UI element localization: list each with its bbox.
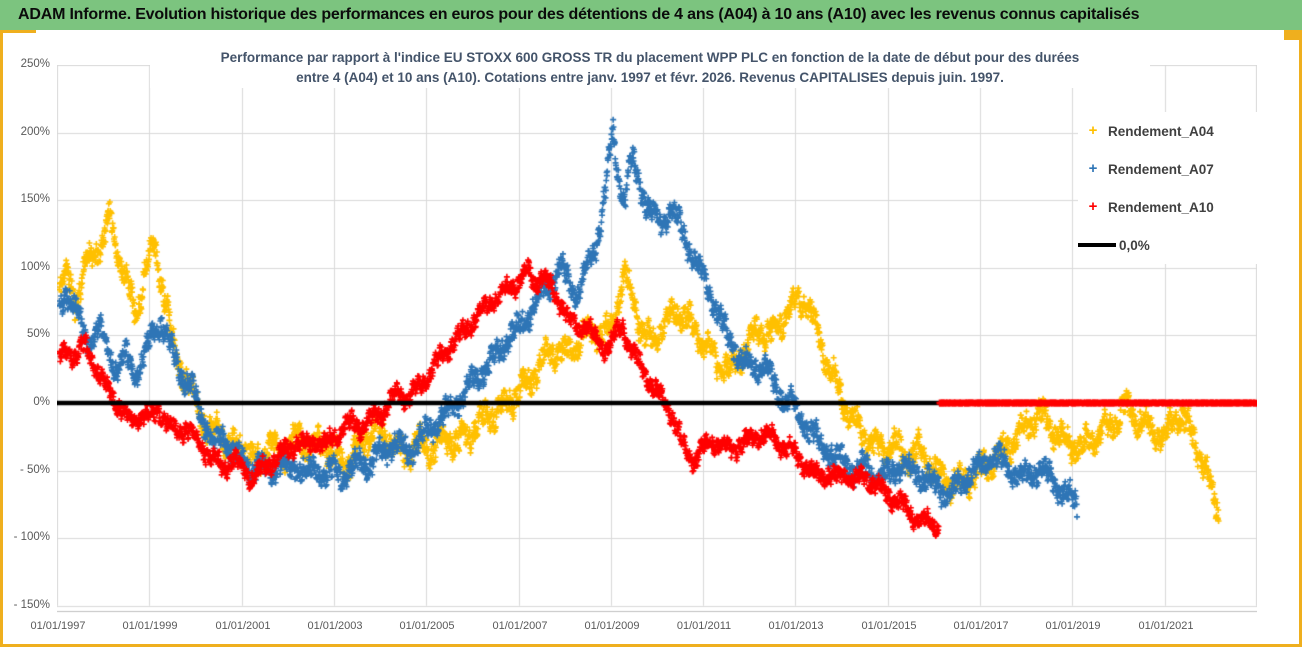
- y-tick-label: 150%: [20, 193, 50, 205]
- legend-item-zero-line: 0,0%: [1078, 226, 1262, 264]
- legend-item-rendement-a07: + Rendement_A07: [1078, 150, 1262, 188]
- x-tick-label: 01/01/2013: [768, 620, 824, 632]
- legend-label: Rendement_A04: [1108, 123, 1214, 139]
- x-tick-label: 01/01/2017: [953, 620, 1009, 632]
- page-title: ADAM Informe. Evolution historique des p…: [18, 6, 1140, 23]
- chart-title-line2: entre 4 (A04) et 10 ans (A10). Cotations…: [296, 70, 1004, 85]
- plus-marker-icon: +: [1088, 198, 1098, 215]
- x-tick-label: 01/01/2003: [307, 620, 363, 632]
- frame-border-notch-right: [1284, 30, 1299, 40]
- legend-item-rendement-a10: + Rendement_A10: [1078, 188, 1262, 226]
- y-tick-label: 250%: [20, 58, 50, 70]
- y-tick-label: 200%: [20, 126, 50, 138]
- plus-marker-icon: +: [1088, 160, 1098, 177]
- frame-border-notch-left: [0, 30, 36, 33]
- legend-label: Rendement_A07: [1108, 161, 1214, 177]
- app-header: ADAM Informe. Evolution historique des p…: [0, 0, 1302, 30]
- x-tick-label: 01/01/2009: [584, 620, 640, 632]
- zero-line-marker-icon: [1078, 243, 1116, 247]
- x-tick-label: 01/01/2021: [1138, 620, 1194, 632]
- chart-title-line1: Performance par rapport à l'indice EU ST…: [220, 50, 1080, 65]
- x-tick-label: 01/01/2015: [861, 620, 917, 632]
- plus-marker-icon: +: [1088, 122, 1098, 139]
- x-tick-label: 01/01/2001: [215, 620, 271, 632]
- x-tick-label: 01/01/2011: [676, 620, 732, 632]
- y-tick-label: 100%: [20, 261, 50, 273]
- x-tick-label: 01/01/2007: [492, 620, 548, 632]
- x-tick-label: 01/01/2019: [1045, 620, 1101, 632]
- y-tick-label: - 100%: [13, 531, 50, 543]
- chart-title: Performance par rapport à l'indice EU ST…: [150, 48, 1150, 88]
- legend-label: 0,0%: [1119, 237, 1150, 253]
- legend-label: Rendement_A10: [1108, 199, 1214, 215]
- legend-item-rendement-a04: + Rendement_A04: [1078, 112, 1262, 150]
- x-tick-label: 01/01/1999: [122, 620, 178, 632]
- chart-legend: + Rendement_A04 + Rendement_A07 + Rendem…: [1078, 112, 1262, 264]
- y-tick-label: 50%: [26, 328, 50, 340]
- y-tick-label: 0%: [33, 396, 50, 408]
- y-tick-label: - 150%: [13, 599, 50, 611]
- x-tick-label: 01/01/1997: [30, 620, 86, 632]
- x-tick-label: 01/01/2005: [399, 620, 455, 632]
- performance-scatter-plot: [57, 65, 1257, 613]
- y-tick-label: - 50%: [19, 464, 50, 476]
